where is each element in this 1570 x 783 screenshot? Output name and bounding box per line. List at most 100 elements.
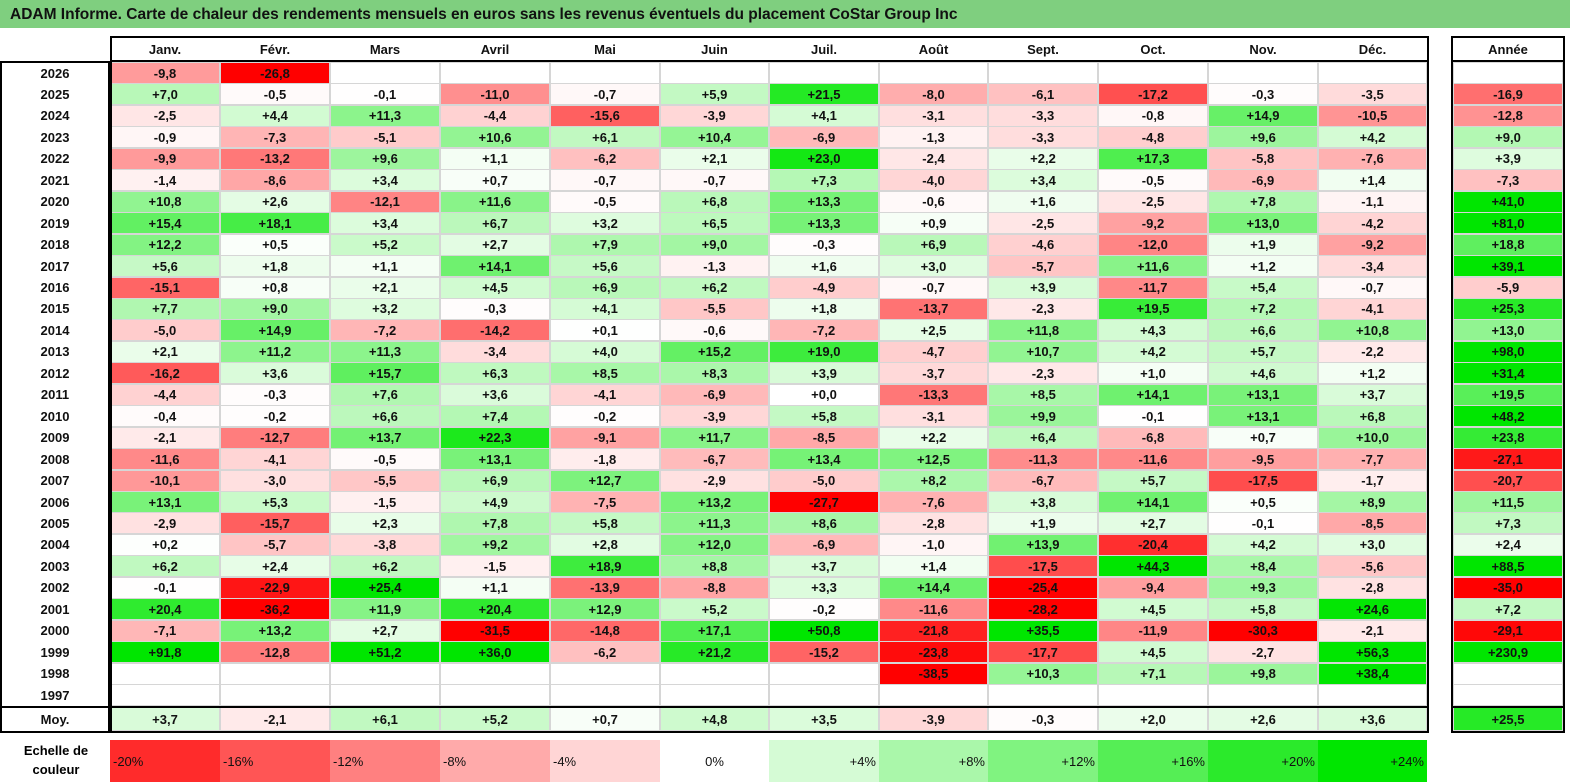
year-total-cell: +81,0 [1453,212,1563,235]
color-scale-swatch: -12% [330,740,440,782]
heatmap-cell: +11,3 [330,340,440,363]
heatmap-cell: +4,5 [1098,641,1208,664]
heatmap-cell: -9,2 [1318,233,1427,256]
heatmap-cell: -31,5 [440,619,550,642]
heatmap-cell: +6,2 [660,276,769,299]
heatmap-cell: -0,1 [1208,512,1318,535]
average-label: Moy. [40,711,70,727]
year-total-cell: +48,2 [1453,405,1563,428]
heatmap-cell: +13,4 [769,448,879,471]
heatmap-cell: +3,7 [769,555,879,578]
year-label: 2023 [40,129,70,145]
heatmap-cell: -1,3 [879,126,988,149]
color-scale-swatch: +12% [988,740,1098,782]
heatmap-cell: +4,5 [1098,598,1208,621]
heatmap-cell: -5,6 [1318,555,1427,578]
heatmap-cell: +4,1 [769,104,879,127]
heatmap-cell: +13,2 [660,491,769,514]
heatmap-cell: -5,8 [1208,147,1318,170]
heatmap-cell: +1,2 [1208,255,1318,278]
heatmap-cell: +14,1 [440,255,550,278]
heatmap-cell: +17,1 [660,619,769,642]
year-total-cell: -12,8 [1453,104,1563,127]
month-header: Août [918,42,949,57]
heatmap-cell: +51,2 [330,641,440,664]
heatmap-cell: -2,9 [110,512,220,535]
heatmap-cell: -0,3 [1208,83,1318,106]
heatmap-cell: -13,9 [550,576,660,599]
heatmap-cell: -5,5 [330,469,440,492]
year-label: 2006 [40,494,70,510]
heatmap-cell: -0,7 [879,276,988,299]
heatmap-cell: -0,2 [769,598,879,621]
heatmap-cell: +0,7 [440,169,550,192]
year-label: 1998 [40,666,70,682]
average-cell: -3,9 [879,707,988,731]
heatmap-cell [110,662,220,685]
heatmap-cell: +7,3 [769,169,879,192]
heatmap-cell: -6,9 [660,383,769,406]
heatmap-cell: +9,3 [1208,576,1318,599]
heatmap-cell: +0,5 [220,233,330,256]
month-header: Nov. [1249,42,1277,57]
average-cell: +2,6 [1208,707,1318,731]
heatmap-cell: -1,4 [110,169,220,192]
year-label: 2004 [40,537,70,553]
heatmap-cell: -10,1 [110,469,220,492]
heatmap-cell [330,62,440,85]
average-cell: +3,6 [1318,707,1427,731]
heatmap-cell: -9,8 [110,62,220,85]
heatmap-cell: +5,2 [330,233,440,256]
heatmap-cell: +14,9 [1208,104,1318,127]
heatmap-cell: -3,1 [879,405,988,428]
heatmap-cell: +6,2 [110,555,220,578]
heatmap-cell: -3,1 [879,104,988,127]
heatmap-cell [550,62,660,85]
color-scale-swatch: +16% [1098,740,1208,782]
heatmap-cell: +4,2 [1208,533,1318,556]
heatmap-cell: +0,0 [769,383,879,406]
heatmap-cell: +6,5 [660,212,769,235]
heatmap-cell: -26,8 [220,62,330,85]
heatmap-cell: +9,6 [1208,126,1318,149]
heatmap-cell: -14,2 [440,319,550,342]
year-label: 2025 [40,86,70,102]
heatmap-cell: +7,0 [110,83,220,106]
color-scale-swatch: -4% [550,740,660,782]
heatmap-cell: -6,8 [1098,426,1208,449]
heatmap-cell: +44,3 [1098,555,1208,578]
heatmap-cell: +1,2 [1318,362,1427,385]
heatmap-cell [769,662,879,685]
heatmap-cell: +3,2 [330,297,440,320]
heatmap-cell: +5,8 [550,512,660,535]
separator-line [1451,60,1565,62]
heatmap-cell: +7,9 [550,233,660,256]
heatmap-cell: +2,1 [110,340,220,363]
year-label: 2021 [40,172,70,188]
heatmap-cell: +9,0 [220,297,330,320]
month-header: Janv. [148,42,182,57]
heatmap-cell: -4,1 [220,448,330,471]
average-cell: +5,2 [440,707,550,731]
heatmap-cell: -10,5 [1318,104,1427,127]
heatmap-cell [1318,684,1427,707]
heatmap-cell: -8,5 [1318,512,1427,535]
heatmap-cell [440,62,550,85]
heatmap-cell: +2,2 [879,426,988,449]
heatmap-cell: +18,1 [220,212,330,235]
heatmap-cell: +2,5 [879,319,988,342]
year-label: 2009 [40,430,70,446]
heatmap-cell: +4,2 [1318,126,1427,149]
heatmap-cell: +2,3 [330,512,440,535]
heatmap-cell: +1,4 [1318,169,1427,192]
heatmap-cell: +4,9 [440,491,550,514]
heatmap-cell: +1,9 [988,512,1098,535]
heatmap-cell: +4,3 [1098,319,1208,342]
year-total-cell: +18,8 [1453,233,1563,256]
heatmap-cell [879,684,988,707]
heatmap-cell: -5,0 [110,319,220,342]
color-scale-swatch: -16% [220,740,330,782]
year-label: 2026 [40,65,70,81]
year-total-cell: +41,0 [1453,190,1563,213]
heatmap-cell: -0,3 [440,297,550,320]
